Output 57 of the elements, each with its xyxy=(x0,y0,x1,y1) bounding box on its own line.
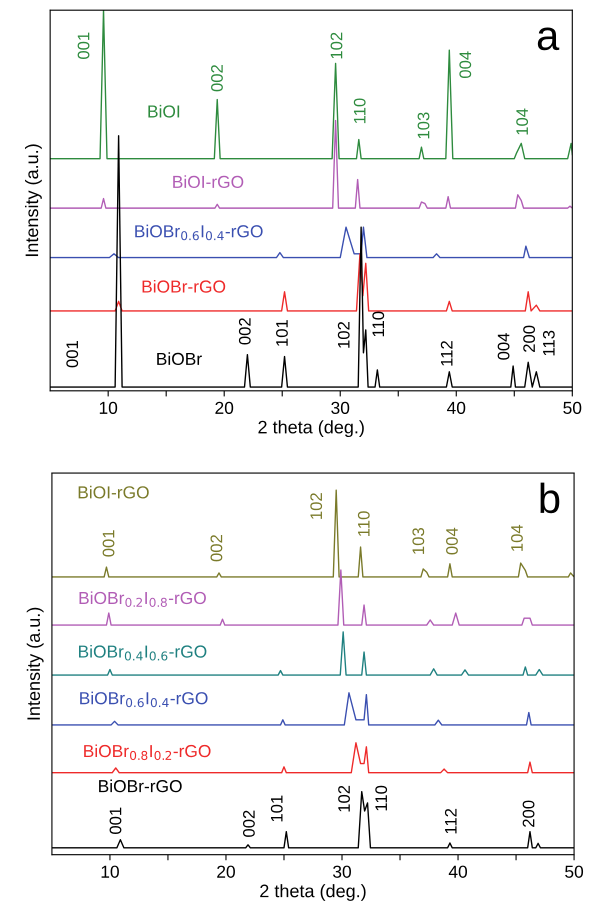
annotation: 101 xyxy=(270,796,283,822)
x-tick-label: 10 xyxy=(100,402,118,414)
x-tick-label: 50 xyxy=(565,866,584,878)
annotation: 112 xyxy=(444,808,457,834)
x-axis-title: 2 theta (deg.) xyxy=(258,420,364,438)
annotation: 110 xyxy=(354,98,366,124)
x-axis-title: 2 theta (deg.) xyxy=(260,884,366,901)
series-label: BiOBr-rGO xyxy=(142,280,226,293)
annotation: 004 xyxy=(459,51,472,78)
annotation: 200 xyxy=(523,326,535,352)
annotation: 002 xyxy=(243,810,255,837)
text: BiOBr-rGO xyxy=(99,780,182,792)
y-axis-title: Intensity (a.u.) xyxy=(26,608,44,720)
annotation: 001 xyxy=(110,808,122,834)
annotation: 004 xyxy=(498,333,510,360)
annotation: 200 xyxy=(522,800,534,827)
series-label: BiOBr$_{0.8}$I$_{0.2}$-rGO xyxy=(84,744,211,760)
annotation: 001 xyxy=(78,32,90,59)
annotation: 110 xyxy=(375,786,388,810)
annotation: 102 xyxy=(310,493,322,519)
x-tick-label: 20 xyxy=(215,402,234,414)
annotation: 103 xyxy=(418,112,430,138)
series-label: BiOBr$_{0.4}$I$_{0.6}$-rGO xyxy=(79,644,206,661)
annotation: 002 xyxy=(238,318,251,345)
text: BiOI xyxy=(148,104,180,118)
x-tick-label: 30 xyxy=(333,866,351,878)
annotation: 002 xyxy=(210,535,222,562)
annotation: b xyxy=(540,482,560,514)
x-tick-label: 20 xyxy=(217,866,235,878)
series-label: BiOBr$_{0.6}$I$_{0.4}$-rGO xyxy=(80,692,208,708)
annotation: 103 xyxy=(412,528,424,554)
annotation: 104 xyxy=(516,108,528,135)
series-label: BiOI-rGO xyxy=(173,175,244,188)
annotation: 112 xyxy=(440,341,452,366)
annotation: 110 xyxy=(372,312,384,336)
annotation: 004 xyxy=(446,528,458,554)
x-tick-label: 50 xyxy=(563,402,582,414)
x-tick-label: 40 xyxy=(448,866,468,878)
series-label: BiOBr$_{0.2}$I$_{0.8}$-rGO xyxy=(80,591,206,607)
y-axis-title: Intensity (a.u.) xyxy=(24,144,42,256)
annotation: 001 xyxy=(66,341,78,368)
text: BiOI-rGO xyxy=(78,486,149,499)
annotation: 102 xyxy=(338,786,350,812)
x-tick-label: 10 xyxy=(102,866,119,878)
x-tick-label: 40 xyxy=(447,402,466,414)
x-tick-label: 30 xyxy=(331,402,350,414)
annotation: a xyxy=(538,27,560,50)
annotation: 102 xyxy=(338,322,350,348)
annotation: 113 xyxy=(542,330,555,356)
series-label: BiOBr xyxy=(157,352,202,366)
annotation: 110 xyxy=(358,511,370,536)
annotation: 002 xyxy=(211,65,223,92)
annotation: 101 xyxy=(276,320,288,346)
annotation: 102 xyxy=(330,32,342,58)
annotation: 001 xyxy=(102,530,114,557)
annotation: 104 xyxy=(511,524,523,551)
series-label: BiOBr$_{0.6}$I$_{0.4}$-rGO xyxy=(135,224,263,240)
